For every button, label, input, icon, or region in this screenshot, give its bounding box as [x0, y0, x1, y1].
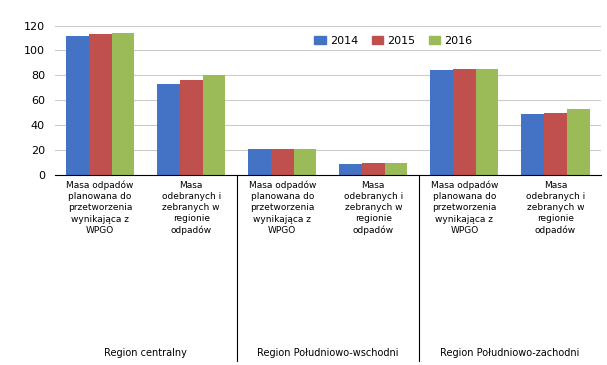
Bar: [203, 76, 225, 175]
Bar: [453, 69, 476, 175]
Bar: [89, 34, 112, 175]
Bar: [66, 35, 89, 175]
Bar: [430, 70, 453, 175]
Bar: [339, 164, 362, 175]
Bar: [521, 114, 544, 175]
Text: Region Południowo-zachodni: Region Południowo-zachodni: [440, 348, 580, 358]
Bar: [385, 163, 407, 175]
Text: Region centralny: Region centralny: [104, 348, 187, 358]
Text: Region Południowo-wschodni: Region Południowo-wschodni: [257, 348, 399, 358]
Bar: [248, 149, 271, 175]
Bar: [157, 84, 180, 175]
Legend: 2014, 2015, 2016: 2014, 2015, 2016: [310, 31, 476, 50]
Bar: [362, 163, 385, 175]
Bar: [294, 149, 316, 175]
Bar: [544, 113, 567, 175]
Bar: [112, 33, 134, 175]
Bar: [567, 109, 589, 175]
Bar: [476, 69, 498, 175]
Bar: [180, 80, 203, 175]
Bar: [271, 149, 294, 175]
